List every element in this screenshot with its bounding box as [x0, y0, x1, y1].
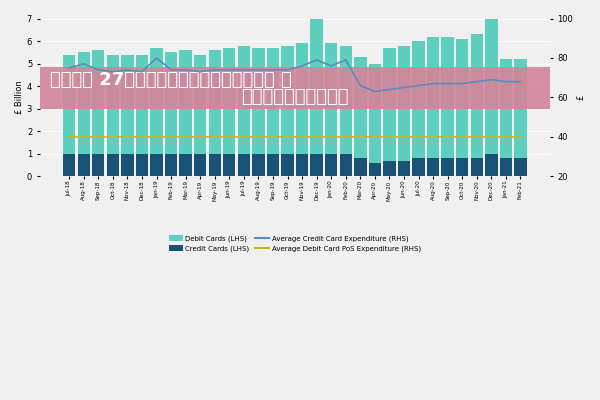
Bar — [179, 50, 192, 154]
Bar — [383, 48, 395, 160]
Bar — [92, 154, 104, 176]
Legend: Debit Cards (LHS), Credit Cards (LHS), Average Credit Card Expenditure (RHS), Av: Debit Cards (LHS), Credit Cards (LHS), A… — [166, 232, 424, 255]
Bar — [398, 160, 410, 176]
Bar — [63, 54, 76, 154]
Bar — [238, 154, 250, 176]
Bar — [368, 64, 381, 163]
Bar — [296, 154, 308, 176]
Bar — [427, 158, 439, 176]
Bar — [325, 154, 337, 176]
Bar — [165, 52, 177, 154]
Bar — [325, 43, 337, 154]
Bar — [121, 54, 134, 154]
Bar — [40, 67, 550, 109]
Bar — [194, 54, 206, 154]
Bar — [470, 34, 483, 158]
Bar — [354, 57, 367, 158]
Bar — [252, 48, 265, 154]
Bar — [456, 158, 469, 176]
Bar — [194, 154, 206, 176]
Bar — [165, 154, 177, 176]
Bar — [223, 154, 235, 176]
Bar — [77, 52, 90, 154]
Bar — [485, 154, 497, 176]
Bar — [310, 154, 323, 176]
Bar — [412, 158, 425, 176]
Bar — [107, 154, 119, 176]
Y-axis label: £: £ — [576, 95, 585, 100]
Bar — [310, 18, 323, 154]
Bar — [340, 46, 352, 154]
Bar — [514, 59, 527, 158]
Bar — [209, 50, 221, 154]
Bar — [500, 59, 512, 158]
Bar — [136, 54, 148, 154]
Bar — [500, 158, 512, 176]
Bar — [136, 154, 148, 176]
Bar — [442, 158, 454, 176]
Bar — [296, 43, 308, 154]
Bar — [456, 39, 469, 158]
Bar — [412, 41, 425, 158]
Bar — [281, 154, 294, 176]
Bar — [92, 50, 104, 154]
Text: 期货配资 27年家电老兵人生下半场始于长虹 他: 期货配资 27年家电老兵人生下半场始于长虹 他 — [50, 71, 292, 89]
Bar — [179, 154, 192, 176]
Bar — [368, 163, 381, 176]
Bar — [121, 154, 134, 176]
Bar — [398, 46, 410, 160]
Bar — [470, 158, 483, 176]
Bar — [252, 154, 265, 176]
Text: 跟自己的较量刚刚开始: 跟自己的较量刚刚开始 — [241, 88, 349, 106]
Bar — [223, 48, 235, 154]
Bar — [77, 154, 90, 176]
Bar — [442, 36, 454, 158]
Bar — [151, 154, 163, 176]
Bar — [354, 158, 367, 176]
Bar — [485, 5, 497, 154]
Bar — [383, 160, 395, 176]
Y-axis label: £ Billion: £ Billion — [15, 80, 24, 114]
Bar — [514, 158, 527, 176]
Bar — [427, 36, 439, 158]
Bar — [340, 154, 352, 176]
Bar — [267, 48, 279, 154]
Bar — [107, 54, 119, 154]
Bar — [267, 154, 279, 176]
Bar — [63, 154, 76, 176]
Bar — [238, 46, 250, 154]
Bar — [151, 48, 163, 154]
Bar — [209, 154, 221, 176]
Bar — [281, 46, 294, 154]
